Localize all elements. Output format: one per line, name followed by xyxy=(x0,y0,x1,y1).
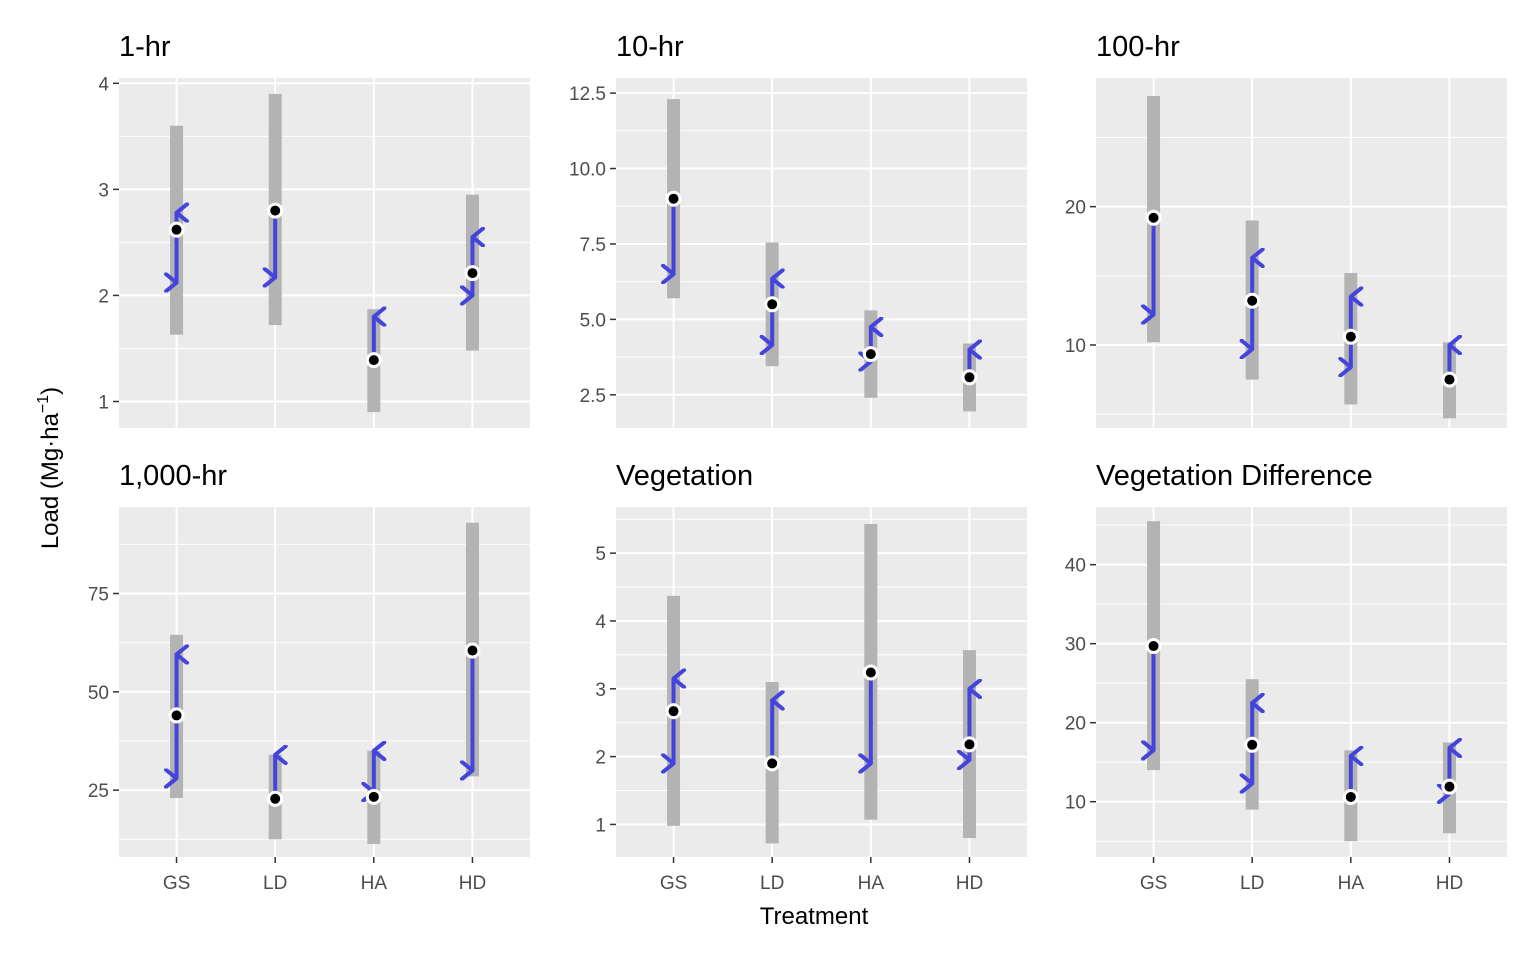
point-ld xyxy=(267,202,284,219)
y-axis-title-text: Load (Mg xyxy=(37,448,64,549)
point-gs xyxy=(665,703,682,720)
x-tick-label-gs: GS xyxy=(660,873,687,894)
point-ha xyxy=(862,664,879,681)
y-axis-title-unit: ha xyxy=(37,412,64,439)
y-tick-label: 25 xyxy=(88,781,109,802)
point-hd xyxy=(1441,778,1458,795)
x-tick-label-ld: LD xyxy=(1240,873,1264,894)
y-tick-label: 50 xyxy=(88,683,109,704)
x-tick-label-hd: HD xyxy=(956,873,983,894)
panel-5: 1 2 3 4 5 GS LD HA HD Vegetation xyxy=(595,460,1027,894)
point-gs xyxy=(1145,209,1162,226)
point-ld xyxy=(267,790,284,807)
y-tick-label: 75 xyxy=(88,585,109,606)
y-tick-label: 2.5 xyxy=(580,386,606,407)
x-tick-label-ld: LD xyxy=(263,873,287,894)
panel-1: 1 2 3 4 1-hr xyxy=(98,31,530,428)
y-axis-title-close: ) xyxy=(37,387,64,395)
x-tick-label-ha: HA xyxy=(858,873,885,894)
point-hd xyxy=(464,642,481,659)
point-ha xyxy=(1342,788,1359,805)
x-tick-label-ld: LD xyxy=(760,873,784,894)
panel-title: 100-hr xyxy=(1096,31,1180,63)
y-axis-title-dot: · xyxy=(37,440,64,448)
point-hd xyxy=(961,736,978,753)
y-tick-label: 2 xyxy=(595,748,606,769)
x-tick-label-ha: HA xyxy=(1338,873,1365,894)
point-ha xyxy=(365,352,382,369)
y-tick-label: 10 xyxy=(1065,793,1086,814)
point-ld xyxy=(1244,736,1261,753)
point-gs xyxy=(665,190,682,207)
y-tick-label: 3 xyxy=(595,680,606,701)
y-axis-title: Load (Mg·ha−1) xyxy=(35,387,64,549)
panel-background xyxy=(616,78,1027,428)
y-tick-label: 40 xyxy=(1065,556,1086,577)
y-tick-label: 7.5 xyxy=(580,235,606,256)
panel-title: 1,000-hr xyxy=(119,460,227,492)
x-tick-label-hd: HD xyxy=(459,873,486,894)
x-axis-title: Treatment xyxy=(760,903,869,930)
x-tick-label-ha: HA xyxy=(361,873,388,894)
y-tick-label: 2 xyxy=(98,286,109,307)
y-tick-label: 20 xyxy=(1065,714,1086,735)
point-gs xyxy=(1145,638,1162,655)
panel-title: Vegetation Difference xyxy=(1096,460,1373,492)
point-hd xyxy=(961,369,978,386)
y-tick-label: 4 xyxy=(98,74,109,95)
y-tick-label: 1 xyxy=(98,392,109,413)
point-ha xyxy=(862,346,879,363)
point-gs xyxy=(168,221,185,238)
point-ld xyxy=(1244,292,1261,309)
panel-title: 10-hr xyxy=(616,31,684,63)
panel-6: 10 20 30 40 GS LD HA HD Vegetation Difference xyxy=(1065,460,1507,894)
panel-2: 2.5 5.0 7.5 10.0 12.5 10-hr xyxy=(569,31,1027,428)
y-tick-label: 10.0 xyxy=(569,160,606,181)
y-tick-label: 1 xyxy=(595,815,606,836)
point-gs xyxy=(168,707,185,724)
x-tick-label-hd: HD xyxy=(1436,873,1463,894)
point-hd xyxy=(1441,371,1458,388)
y-tick-label: 3 xyxy=(98,180,109,201)
panel-3: 10 20 100-hr xyxy=(1065,31,1507,428)
point-ld xyxy=(764,296,781,313)
panel-4: 25 50 75 GS LD HA HD 1,000-hr xyxy=(88,460,530,894)
point-hd xyxy=(464,265,481,282)
point-ha xyxy=(365,788,382,805)
y-tick-label: 12.5 xyxy=(569,84,606,105)
panel-background xyxy=(1096,78,1507,428)
panel-title: 1-hr xyxy=(119,31,171,63)
panel-title: Vegetation xyxy=(616,460,753,492)
point-ha xyxy=(1342,328,1359,345)
y-tick-label: 5.0 xyxy=(580,310,606,331)
x-tick-label-gs: GS xyxy=(1140,873,1167,894)
panels: 1 2 3 4 1-hr 2.5 5.0 7.5 10.0 12.5 10-hr 10 20 100-hr… xyxy=(88,31,1507,894)
point-ld xyxy=(764,755,781,772)
x-tick-label-gs: GS xyxy=(163,873,190,894)
y-tick-label: 4 xyxy=(595,612,606,633)
y-tick-label: 30 xyxy=(1065,635,1086,656)
y-tick-label: 10 xyxy=(1065,336,1086,357)
y-tick-label: 20 xyxy=(1065,198,1086,219)
y-axis-title-exponent: −1 xyxy=(35,395,52,413)
y-tick-label: 5 xyxy=(595,544,606,565)
